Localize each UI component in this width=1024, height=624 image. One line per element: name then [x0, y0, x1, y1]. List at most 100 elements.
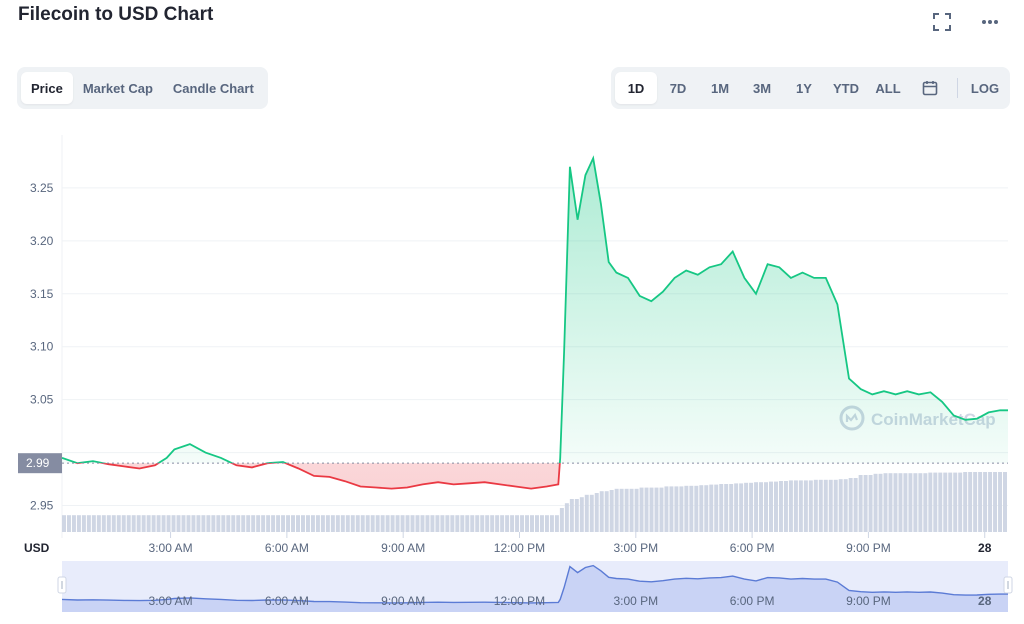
volume-bar — [395, 515, 400, 532]
price-line — [61, 155, 1008, 490]
volume-bar — [465, 515, 470, 532]
range-1d[interactable]: 1D — [615, 72, 657, 104]
calendar-icon[interactable] — [909, 72, 951, 104]
tab-price[interactable]: Price — [21, 72, 73, 104]
volume-bar — [564, 503, 569, 532]
volume-bar — [744, 482, 749, 532]
x-tick-label: 6:00 AM — [265, 541, 309, 555]
volume-bar — [420, 515, 425, 532]
volume-bar — [320, 515, 325, 532]
volume-bar — [191, 515, 196, 532]
volume-bar — [624, 488, 629, 532]
x-tick-label: 9:00 PM — [846, 541, 891, 555]
volume-bar — [171, 515, 176, 532]
volume-bar — [305, 515, 310, 532]
y-axis: 2.95 3.05 3.10 3.15 3.20 3.25 — [30, 181, 54, 513]
navigator-tick-label: 28 — [978, 594, 992, 608]
navigator-tick-label: 12:00 PM — [494, 594, 545, 608]
volume-bar — [96, 515, 101, 532]
volume-bar — [773, 481, 778, 532]
volume-bar — [998, 472, 1003, 532]
volume-bar — [450, 515, 455, 532]
volume-bar — [719, 484, 724, 532]
volume-bar — [803, 480, 808, 532]
volume-bar — [291, 515, 296, 532]
fullscreen-icon[interactable] — [930, 10, 954, 34]
volume-bar — [405, 515, 410, 532]
volume-bar — [226, 515, 231, 532]
volume-bar — [808, 480, 813, 532]
volume-bar — [300, 515, 305, 532]
volume-bar — [430, 515, 435, 532]
volume-bar — [360, 515, 365, 532]
x-tick-label: 9:00 AM — [381, 541, 425, 555]
range-all[interactable]: ALL — [875, 80, 901, 96]
volume-bar — [559, 508, 564, 532]
volume-bar — [66, 515, 71, 532]
volume-bar — [181, 515, 186, 532]
volume-bar — [485, 515, 490, 532]
navigator-tick-label: 9:00 AM — [381, 594, 425, 608]
volume-bar — [654, 487, 659, 532]
volume-bar — [106, 515, 111, 532]
volume-bar — [276, 515, 281, 532]
volume-bar — [246, 515, 251, 532]
volume-bar — [729, 484, 734, 532]
range-1m[interactable]: 1M — [710, 80, 730, 96]
volume-bar — [923, 473, 928, 532]
volume-bar — [86, 515, 91, 532]
volume-bar — [236, 515, 241, 532]
volume-bar — [141, 515, 146, 532]
volume-bar — [385, 515, 390, 532]
volume-bar — [574, 499, 579, 532]
volume-bar — [370, 515, 375, 532]
volume-bar — [893, 473, 898, 532]
tab-market-cap[interactable]: Market Cap — [82, 80, 153, 96]
navigator[interactable]: 3:00 AM 6:00 AM 9:00 AM 12:00 PM 3:00 PM 6:00… — [57, 561, 1013, 612]
time-range-selector: 1D 7D 1M 3M 1Y YTD ALL LOG — [611, 67, 1010, 109]
volume-bar — [798, 480, 803, 532]
volume-bar — [754, 482, 759, 532]
volume-bar — [948, 472, 953, 532]
volume-bars — [62, 472, 1007, 532]
volume-bar — [599, 491, 604, 532]
range-7d[interactable]: 7D — [669, 80, 687, 96]
reference-price-label: 2.99 — [26, 456, 50, 470]
volume-bar — [734, 483, 739, 532]
range-ytd[interactable]: YTD — [833, 80, 859, 96]
volume-bar — [928, 472, 933, 532]
volume-bar — [769, 481, 773, 532]
volume-bar — [216, 515, 221, 532]
volume-bar — [121, 515, 126, 532]
volume-bar — [500, 515, 505, 532]
volume-bar — [261, 515, 266, 532]
volume-bar — [764, 482, 769, 532]
log-scale-toggle[interactable]: LOG — [970, 80, 1000, 96]
volume-bar — [958, 472, 963, 532]
volume-bar — [256, 515, 261, 532]
volume-bar — [520, 515, 525, 532]
y-tick-label: 3.15 — [30, 287, 54, 301]
volume-bar — [196, 515, 201, 532]
volume-bar — [639, 487, 644, 532]
volume-bar — [62, 515, 66, 532]
x-tick-label: 6:00 PM — [730, 541, 775, 555]
volume-bar — [400, 515, 405, 532]
volume-bar — [231, 515, 236, 532]
more-horizontal-icon[interactable] — [978, 10, 1002, 34]
x-tick-label: 3:00 PM — [613, 541, 658, 555]
x-axis: USD 3:00 AM 6:00 AM 9:00 AM 12:00 PM 3:00 PM 6… — [24, 532, 992, 555]
volume-bar — [186, 515, 191, 532]
tab-candle-chart[interactable]: Candle Chart — [172, 80, 254, 96]
volume-bar — [704, 485, 709, 532]
volume-bar — [315, 515, 320, 532]
volume-bar — [151, 515, 156, 532]
header-actions — [930, 10, 1002, 34]
range-1y[interactable]: 1Y — [796, 80, 812, 96]
navigator-tick-label: 3:00 PM — [613, 594, 658, 608]
volume-bar — [425, 515, 430, 532]
volume-bar — [833, 479, 838, 532]
range-3m[interactable]: 3M — [752, 80, 772, 96]
volume-bar — [345, 515, 350, 532]
